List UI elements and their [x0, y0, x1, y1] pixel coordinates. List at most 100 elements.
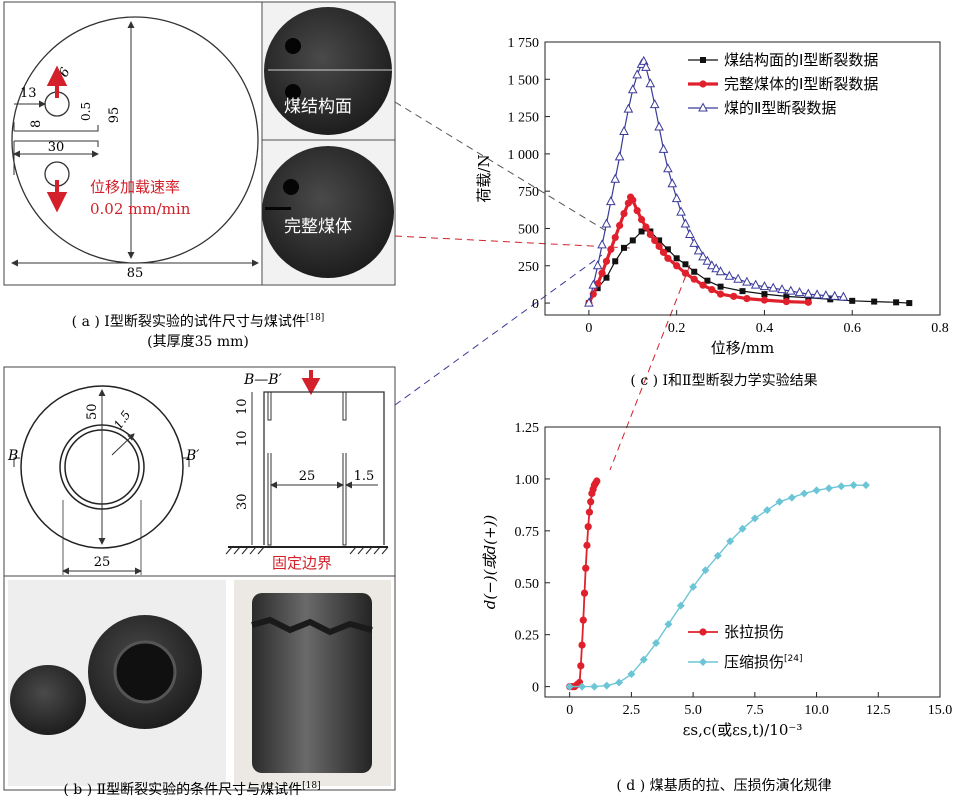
data-point: [760, 296, 769, 304]
data-point: [699, 281, 707, 289]
x-tick-label: 0: [566, 703, 573, 718]
data-point: [584, 523, 592, 531]
data-point: [610, 173, 621, 183]
data-point: [805, 294, 812, 301]
data-point: [615, 678, 624, 687]
y-tick-label: 0.75: [515, 525, 540, 540]
data-point: [654, 121, 664, 131]
data-point: [627, 84, 638, 94]
data-point: [733, 273, 743, 283]
data-point: [629, 237, 636, 244]
panel-b-frame: [3, 366, 396, 791]
data-point: [785, 285, 796, 295]
plot-frame: [544, 426, 941, 698]
data-point: [824, 484, 833, 493]
data-point: [664, 246, 671, 253]
data-point: [871, 298, 878, 305]
data-point: [711, 263, 722, 273]
data-point: [637, 215, 646, 224]
data-point: [726, 537, 735, 546]
dim-8: 8: [29, 120, 44, 128]
data-point: [761, 291, 768, 298]
data-point: [906, 300, 913, 307]
y-tick-label: 0: [532, 681, 539, 696]
series-0: [585, 225, 913, 307]
legend-marker: [699, 80, 707, 88]
data-point: [689, 237, 700, 247]
data-point: [849, 297, 856, 304]
data-point: [837, 482, 846, 491]
data-point: [693, 245, 704, 255]
data-point: [633, 206, 641, 215]
data-point: [652, 639, 661, 647]
data-point: [803, 288, 814, 298]
load-rate-value: 0.02 mm/min: [90, 200, 191, 218]
dim-05: 0.5: [79, 102, 93, 121]
data-point: [684, 228, 695, 238]
panel-a: 95 85 13 6 8 0.5 30 位移加载速率 0.02 mm/min 煤…: [3, 1, 396, 286]
data-point: [676, 206, 686, 216]
dim-10a: 10: [235, 398, 250, 415]
data-point: [629, 196, 637, 204]
data-point: [663, 163, 673, 173]
slot-right: [342, 392, 347, 546]
data-point: [800, 489, 809, 498]
section-b-left: B: [7, 448, 18, 464]
ground-hatch: [225, 546, 389, 555]
data-point: [614, 151, 625, 161]
data-point: [738, 524, 747, 533]
data-point: [651, 236, 659, 245]
data-point: [632, 69, 643, 79]
data-point: [701, 566, 710, 575]
x-tick-label: 15.0: [928, 703, 953, 718]
data-point: [893, 299, 900, 306]
section-b-right: B′: [185, 448, 200, 464]
caption-c: ( c ) Ⅰ和Ⅱ型断裂力学实验结果: [630, 373, 817, 389]
data-point: [584, 297, 594, 307]
y-tick-label: 1 500: [508, 73, 540, 88]
y-tick-label: 0.25: [515, 629, 540, 644]
data-point: [587, 498, 595, 506]
x-axis-label: εs,c(或εs,t)/10⁻³: [683, 721, 803, 739]
legend-label: 压缩损伤[24]: [724, 653, 803, 671]
data-point: [593, 477, 601, 485]
dim-95: 95: [107, 107, 122, 124]
x-tick-label: 0: [585, 321, 592, 336]
data-point: [659, 248, 668, 256]
y-tick-label: 250: [518, 260, 539, 275]
dim-15a-line: [111, 433, 135, 456]
data-point: [702, 255, 713, 265]
data-point: [616, 221, 624, 230]
data-point: [649, 99, 660, 109]
photo1-hole-b: [285, 84, 301, 100]
data-point: [578, 641, 586, 649]
data-point: [838, 291, 849, 301]
data-point: [689, 582, 698, 591]
notch-lower: [13, 140, 99, 175]
load-arrow-up: [46, 65, 68, 98]
data-point: [602, 257, 611, 265]
data-point: [641, 61, 651, 71]
panel-b: 50 1.5 25 B B′ B—B′ 10 10 30 25 1.5 固定边界: [3, 366, 396, 791]
data-point: [583, 541, 591, 549]
load-arrow-down: [46, 180, 68, 213]
data-point: [658, 143, 669, 153]
data-point: [821, 290, 831, 300]
data-point: [565, 682, 574, 691]
data-point: [598, 269, 606, 277]
data-point: [708, 286, 716, 294]
y-tick-label: 1.25: [515, 421, 540, 436]
x-tick-label: 10.0: [804, 703, 829, 718]
y-tick-label: 500: [518, 222, 539, 237]
photo-2-label: 完整煤体: [284, 217, 352, 237]
dim-15a: 1.5: [111, 408, 133, 432]
y-tick-label: 1 000: [508, 148, 540, 163]
series-1: [565, 481, 870, 691]
caption-a-line2: (其厚度35 mm): [147, 334, 249, 350]
x-tick-label: 0.8: [931, 321, 949, 336]
data-point: [682, 261, 689, 268]
connector-blackdash-1: [394, 101, 609, 233]
data-point: [717, 283, 724, 290]
